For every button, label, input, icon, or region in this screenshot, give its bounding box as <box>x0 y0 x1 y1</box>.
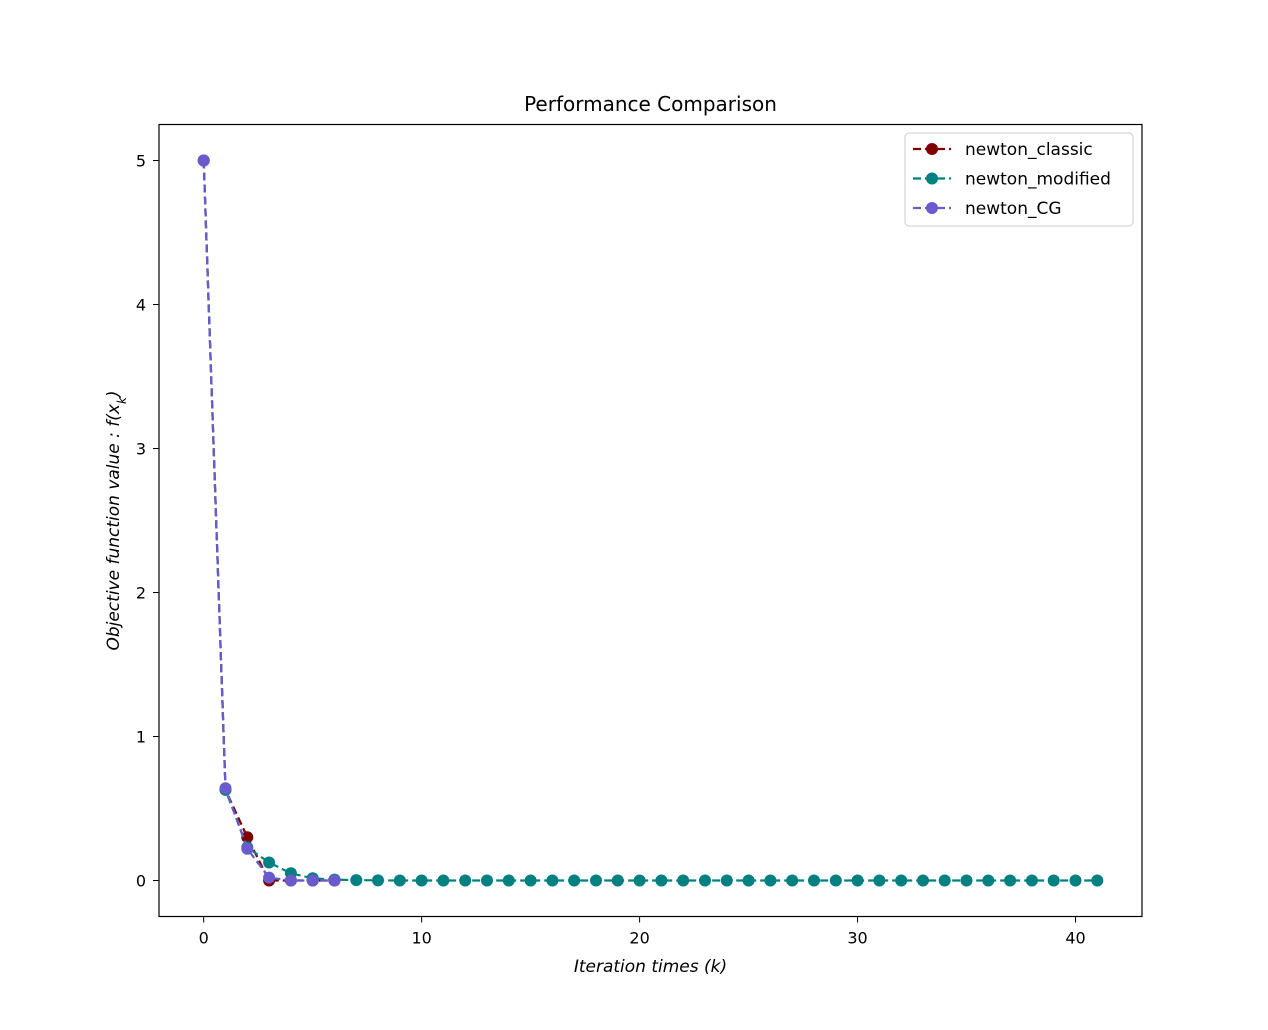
x-axis-ticks: 0 10 20 30 40 <box>199 916 1086 948</box>
plot-frame <box>158 123 1143 918</box>
data-point <box>677 874 690 887</box>
data-point <box>611 874 624 887</box>
data-point <box>372 874 384 887</box>
data-point <box>699 874 711 887</box>
data-point <box>1091 874 1104 887</box>
data-point <box>786 874 799 887</box>
data-point <box>524 874 537 887</box>
y-tick-label: 0 <box>136 872 146 891</box>
x-tick-label: 30 <box>847 929 867 948</box>
data-point <box>393 874 406 887</box>
x-tick-label: 20 <box>629 929 649 948</box>
data-point <box>938 874 951 887</box>
data-point <box>241 831 254 844</box>
series-newton_CG <box>197 154 341 887</box>
data-point <box>568 874 581 887</box>
series-newton_modified <box>197 154 1104 887</box>
data-point <box>437 874 450 887</box>
data-point <box>197 154 210 167</box>
data-point <box>590 874 602 887</box>
data-point <box>960 874 973 887</box>
data-point <box>263 871 276 884</box>
data-point <box>219 782 232 795</box>
data-point <box>633 874 646 887</box>
data-point <box>328 874 341 887</box>
data-point <box>808 874 820 887</box>
legend-label-newton_CG: newton_CG <box>965 199 1062 219</box>
y-tick-label: 5 <box>136 152 146 171</box>
data-point <box>241 842 254 855</box>
legend-marker-newton_CG <box>926 202 938 214</box>
data-point <box>917 874 929 887</box>
data-point <box>851 874 864 887</box>
data-point <box>1047 874 1060 887</box>
data-point <box>895 874 908 887</box>
data-point <box>1004 874 1017 887</box>
data-point <box>655 874 668 887</box>
legend-marker-newton_classic <box>926 143 938 155</box>
data-point <box>982 874 995 887</box>
data-point <box>263 856 276 869</box>
data-point <box>829 874 842 887</box>
data-point <box>284 874 297 887</box>
x-tick-label: 40 <box>1065 929 1085 948</box>
legend-box <box>904 132 1134 227</box>
legend-marker-newton_modified <box>926 172 938 185</box>
legend: newton_classic newton_modified newton_CG <box>904 132 1134 227</box>
data-point <box>546 874 559 887</box>
data-point <box>459 874 472 887</box>
x-tick-label: 0 <box>199 929 209 948</box>
y-tick-label: 3 <box>136 440 146 459</box>
data-point <box>415 874 428 887</box>
legend-label-newton_classic: newton_classic <box>965 140 1093 160</box>
data-point <box>720 874 733 887</box>
data-point <box>481 874 493 887</box>
data-point <box>350 874 363 887</box>
series-layer <box>197 154 1104 887</box>
data-point <box>873 874 886 887</box>
y-axis-ticks: 0 1 2 3 4 5 <box>136 152 159 891</box>
y-tick-label: 1 <box>136 728 146 747</box>
data-point <box>742 874 755 887</box>
data-point <box>764 874 777 887</box>
y-tick-label: 2 <box>136 584 146 603</box>
legend-label-newton_modified: newton_modified <box>965 170 1111 190</box>
data-point <box>502 874 515 887</box>
chart-title: Performance Comparison <box>524 92 777 116</box>
data-point <box>306 874 319 887</box>
data-point <box>1025 874 1038 887</box>
x-axis-label: Iteration times (k) <box>574 957 727 977</box>
data-point <box>1069 874 1082 887</box>
x-tick-label: 10 <box>411 929 431 948</box>
y-tick-label: 4 <box>136 296 146 315</box>
